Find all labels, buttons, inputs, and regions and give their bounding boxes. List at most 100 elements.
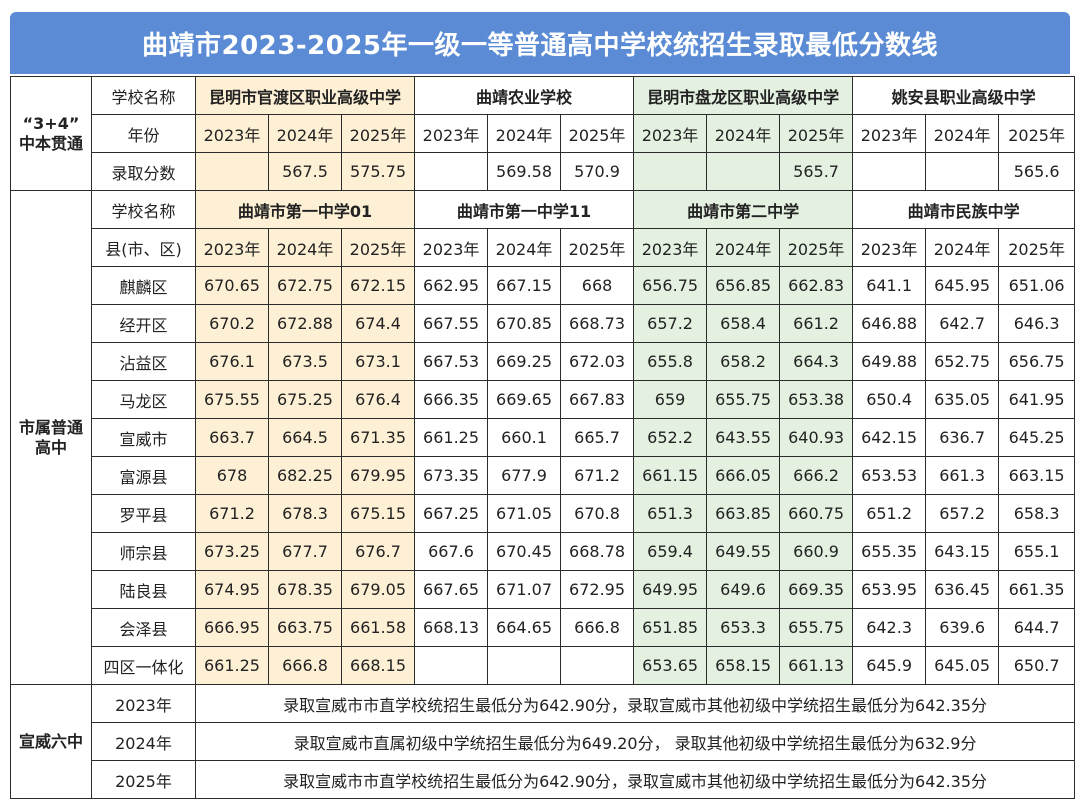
table-row: 麒麟区 670.65 672.75 672.15 662.95 667.15 668 656.… xyxy=(11,266,1076,305)
score-cell: 567.5 xyxy=(268,152,342,191)
score-cell: 658.15 xyxy=(706,646,781,685)
score-cell: 636.45 xyxy=(925,570,1000,609)
year-header: 2025年 xyxy=(998,114,1076,153)
score-cell: 673.1 xyxy=(340,342,416,381)
year-header: 2023年 xyxy=(195,114,269,153)
year-header: 2025年 xyxy=(340,114,416,153)
table-row: 富源县 678 682.25 679.95 673.35 677.9 671.2 661.15… xyxy=(11,456,1076,495)
score-cell: 670.85 xyxy=(487,304,562,343)
table-row: “3+4” 中本贯通 学校名称 昆明市官渡区职业高级中学 曲靖农业学校 昆明市盘龙区职业高… xyxy=(10,76,1076,191)
year-header: 2025年 xyxy=(560,114,635,153)
score-cell: 640.93 xyxy=(779,418,854,457)
score-cell: 667.55 xyxy=(414,304,489,343)
admission-note: 录取宣威市市直学校统招生最低分为642.90分，录取宣威市其他初级中学统招生最低… xyxy=(194,760,1076,799)
score-cell: 675.15 xyxy=(340,494,416,533)
county-name: 麒麟区 xyxy=(91,266,196,305)
year-header: 2023年 xyxy=(633,114,708,153)
year-header: 2024年 xyxy=(706,228,781,267)
county-name: 马龙区 xyxy=(91,380,196,419)
school-name: 曲靖农业学校 xyxy=(414,76,635,115)
score-cell: 645.25 xyxy=(998,418,1076,457)
score-cell: 667.65 xyxy=(414,570,489,609)
year-header: 2024年 xyxy=(706,114,781,153)
row-label-school: 学校名称 xyxy=(91,76,196,115)
score-cell: 639.6 xyxy=(925,608,1000,647)
year-header: 2023年 xyxy=(852,114,927,153)
school-name: 昆明市官渡区职业高级中学 xyxy=(194,76,416,115)
year-header: 2024年 xyxy=(268,228,342,267)
score-cell: 677.9 xyxy=(487,456,562,495)
score-cell: 643.15 xyxy=(925,532,1000,571)
score-cell: 669.35 xyxy=(779,570,854,609)
score-cell: 636.7 xyxy=(925,418,1000,457)
year-header: 2023年 xyxy=(852,228,927,267)
score-cell: 655.35 xyxy=(852,532,927,571)
score-cell: 661.2 xyxy=(779,304,854,343)
score-cell: 672.15 xyxy=(340,266,416,305)
score-cell: 653.3 xyxy=(706,608,781,647)
score-cell: 672.95 xyxy=(560,570,635,609)
score-cell: 662.95 xyxy=(414,266,489,305)
score-cell: 651.85 xyxy=(633,608,708,647)
score-cell: 661.35 xyxy=(998,570,1076,609)
score-cell: 670.45 xyxy=(487,532,562,571)
table-row: 师宗县 673.25 677.7 676.7 667.6 670.45 668.78 659.… xyxy=(11,532,1076,571)
year-header: 2023年 xyxy=(195,228,269,267)
row-label-county: 县(市、区) xyxy=(91,228,196,267)
score-cell: 661.15 xyxy=(633,456,708,495)
score-cell: 668 xyxy=(560,266,635,305)
score-cell: 575.75 xyxy=(340,152,416,191)
score-cell: 672.75 xyxy=(268,266,342,305)
year-header: 2024年 xyxy=(487,228,562,267)
score-cell: 656.75 xyxy=(998,342,1076,381)
table-row: 市属普通 高中 学校名称 曲靖市第一中学01 曲靖市第一中学11 曲靖市第二中学 曲靖市民族… xyxy=(10,190,1076,685)
score-cell: 666.95 xyxy=(195,608,269,647)
score-cell xyxy=(633,152,708,191)
year-header: 2025年 xyxy=(560,228,635,267)
score-cell: 663.7 xyxy=(195,418,269,457)
score-cell: 675.25 xyxy=(268,380,342,419)
score-cell: 643.55 xyxy=(706,418,781,457)
score-cell: 656.85 xyxy=(706,266,781,305)
score-cell: 667.83 xyxy=(560,380,635,419)
score-cell: 657.2 xyxy=(925,494,1000,533)
score-cell: 645.9 xyxy=(852,646,927,685)
score-cell: 672.03 xyxy=(560,342,635,381)
score-cell: 667.53 xyxy=(414,342,489,381)
score-cell: 642.7 xyxy=(925,304,1000,343)
admission-note: 录取宣威市直属初级中学统招生最低分为649.20分， 录取其他初级中学统招生最低… xyxy=(194,722,1076,761)
score-cell: 653.53 xyxy=(852,456,927,495)
score-cell: 642.3 xyxy=(852,608,927,647)
score-cell: 569.58 xyxy=(487,152,562,191)
county-name: 经开区 xyxy=(91,304,196,343)
table-row: 2024年 录取宣威市直属初级中学统招生最低分为649.20分， 录取其他初级中学… xyxy=(11,722,1076,761)
score-cell: 653.38 xyxy=(779,380,854,419)
score-cell: 651.3 xyxy=(633,494,708,533)
score-cell: 650.7 xyxy=(998,646,1076,685)
score-cell: 666.8 xyxy=(268,646,342,685)
score-cell: 676.1 xyxy=(195,342,269,381)
score-cell: 658.3 xyxy=(998,494,1076,533)
score-cell: 649.95 xyxy=(633,570,708,609)
school-name: 昆明市盘龙区职业高级中学 xyxy=(633,76,854,115)
section-label-city: 市属普通 高中 xyxy=(10,190,92,685)
county-name: 富源县 xyxy=(91,456,196,495)
score-cell: 667.6 xyxy=(414,532,489,571)
county-name: 陆良县 xyxy=(91,570,196,609)
score-cell xyxy=(414,646,489,685)
table-row: 县(市、区) 2023年 2024年 2025年 2023年 2024年 2025年 2023… xyxy=(11,228,1076,267)
score-cell: 677.7 xyxy=(268,532,342,571)
year-label: 2025年 xyxy=(91,760,196,799)
score-cell: 658.2 xyxy=(706,342,781,381)
score-cell: 661.13 xyxy=(779,646,854,685)
score-cell: 670.65 xyxy=(195,266,269,305)
year-header: 2024年 xyxy=(925,228,1000,267)
admission-note: 录取宣威市市直学校统招生最低分为642.90分，录取宣威市其他初级中学统招生最低… xyxy=(194,684,1076,723)
score-cell: 675.55 xyxy=(195,380,269,419)
score-cell: 661.25 xyxy=(195,646,269,685)
score-cell: 646.3 xyxy=(998,304,1076,343)
score-cell xyxy=(560,646,635,685)
score-cell: 652.2 xyxy=(633,418,708,457)
score-cell: 645.05 xyxy=(925,646,1000,685)
table-row: 会泽县 666.95 663.75 661.58 668.13 664.65 666.8 65… xyxy=(11,608,1076,647)
